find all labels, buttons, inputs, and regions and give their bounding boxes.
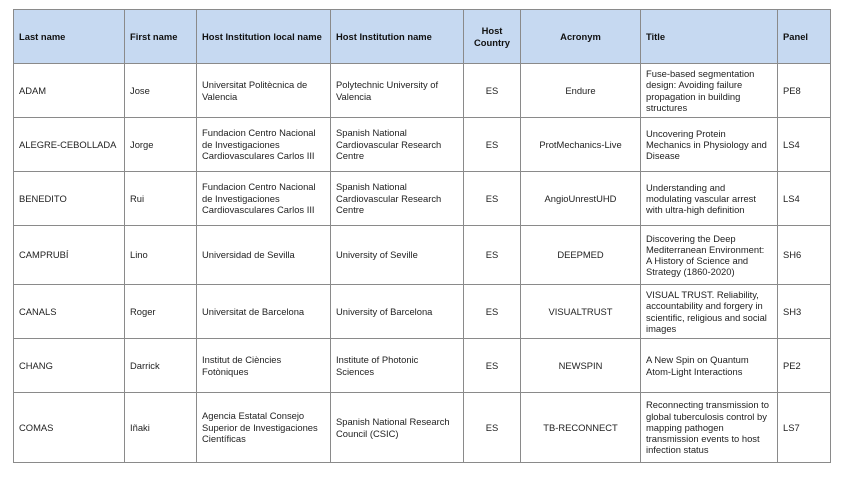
table-row: ALEGRE-CEBOLLADA Jorge Fundacion Centro Na… <box>13 117 831 172</box>
cell-panel: SH3 <box>777 284 831 339</box>
cell-title: Fuse-based segmentation design: Avoiding… <box>640 63 778 118</box>
cell-host-name: Spanish National Cardiovascular Research… <box>330 171 464 226</box>
cell-host-local-name: Universidad de Sevilla <box>196 225 331 285</box>
cell-host-local-name: Universitat de Barcelona <box>196 284 331 339</box>
cell-last-name: COMAS <box>13 392 125 463</box>
cell-host-country: ES <box>463 225 521 285</box>
cell-title: Reconnecting transmission to global tube… <box>640 392 778 463</box>
cell-host-local-name: Institut de Ciències Fotòniques <box>196 338 331 393</box>
cell-host-country: ES <box>463 392 521 463</box>
table-row: CANALS Roger Universitat de Barcelona Unive… <box>13 284 831 339</box>
cell-panel: PE2 <box>777 338 831 393</box>
cell-last-name: ADAM <box>13 63 125 118</box>
cell-first-name: Roger <box>124 284 197 339</box>
cell-panel: LS4 <box>777 171 831 226</box>
cell-last-name: ALEGRE-CEBOLLADA <box>13 117 125 172</box>
cell-panel: LS7 <box>777 392 831 463</box>
header-title: Title <box>640 9 778 64</box>
header-acronym: Acronym <box>520 9 641 64</box>
cell-host-local-name: Fundacion Centro Nacional de Investigaci… <box>196 117 331 172</box>
cell-host-name: Polytechnic University of Valencia <box>330 63 464 118</box>
table-row: BENEDITO Rui Fundacion Centro Nacional de … <box>13 171 831 226</box>
cell-acronym: DEEPMED <box>520 225 641 285</box>
cell-panel: LS4 <box>777 117 831 172</box>
cell-host-name: University of Seville <box>330 225 464 285</box>
cell-host-country: ES <box>463 284 521 339</box>
cell-title: Uncovering Protein Mechanics in Physiolo… <box>640 117 778 172</box>
cell-title: A New Spin on Quantum Atom-Light Interac… <box>640 338 778 393</box>
cell-title: Understanding and modulating vascular ar… <box>640 171 778 226</box>
cell-acronym: Endure <box>520 63 641 118</box>
cell-host-local-name: Universitat Politècnica de Valencia <box>196 63 331 118</box>
cell-last-name: CAMPRUBÍ <box>13 225 125 285</box>
header-host-name: Host Institution name <box>330 9 464 64</box>
cell-last-name: CHANG <box>13 338 125 393</box>
table-row: CAMPRUBÍ Lino Universidad de Sevilla Univer… <box>13 225 831 285</box>
table-row: COMAS Iñaki Agencia Estatal Consejo Superi… <box>13 392 831 463</box>
cell-host-country: ES <box>463 171 521 226</box>
header-host-country: Host Country <box>463 9 521 64</box>
cell-host-local-name: Agencia Estatal Consejo Superior de Inve… <box>196 392 331 463</box>
cell-last-name: BENEDITO <box>13 171 125 226</box>
cell-first-name: Darrick <box>124 338 197 393</box>
cell-panel: SH6 <box>777 225 831 285</box>
cell-host-local-name: Fundacion Centro Nacional de Investigaci… <box>196 171 331 226</box>
cell-panel: PE8 <box>777 63 831 118</box>
header-row: Last name First name Host Institution lo… <box>13 9 831 64</box>
cell-host-name: University of Barcelona <box>330 284 464 339</box>
cell-first-name: Lino <box>124 225 197 285</box>
cell-host-name: Institute of Photonic Sciences <box>330 338 464 393</box>
header-first-name: First name <box>124 9 197 64</box>
header-last-name: Last name <box>13 9 125 64</box>
grantees-table: Last name First name Host Institution lo… <box>13 9 831 463</box>
cell-first-name: Rui <box>124 171 197 226</box>
cell-host-country: ES <box>463 117 521 172</box>
table-row: CHANG Darrick Institut de Ciències Fotòniq… <box>13 338 831 393</box>
cell-first-name: Jose <box>124 63 197 118</box>
header-panel: Panel <box>777 9 831 64</box>
cell-host-country: ES <box>463 338 521 393</box>
header-host-local-name: Host Institution local name <box>196 9 331 64</box>
cell-host-name: Spanish National Research Council (CSIC) <box>330 392 464 463</box>
cell-acronym: AngioUnrestUHD <box>520 171 641 226</box>
cell-host-country: ES <box>463 63 521 118</box>
cell-acronym: TB-RECONNECT <box>520 392 641 463</box>
cell-first-name: Jorge <box>124 117 197 172</box>
cell-acronym: NEWSPIN <box>520 338 641 393</box>
cell-acronym: VISUALTRUST <box>520 284 641 339</box>
cell-first-name: Iñaki <box>124 392 197 463</box>
cell-host-name: Spanish National Cardiovascular Research… <box>330 117 464 172</box>
cell-last-name: CANALS <box>13 284 125 339</box>
cell-title: VISUAL TRUST. Reliability, accountabilit… <box>640 284 778 339</box>
table-row: ADAM Jose Universitat Politècnica de Valen… <box>13 63 831 118</box>
cell-acronym: ProtMechanics-Live <box>520 117 641 172</box>
cell-title: Discovering the Deep Mediterranean Envir… <box>640 225 778 285</box>
